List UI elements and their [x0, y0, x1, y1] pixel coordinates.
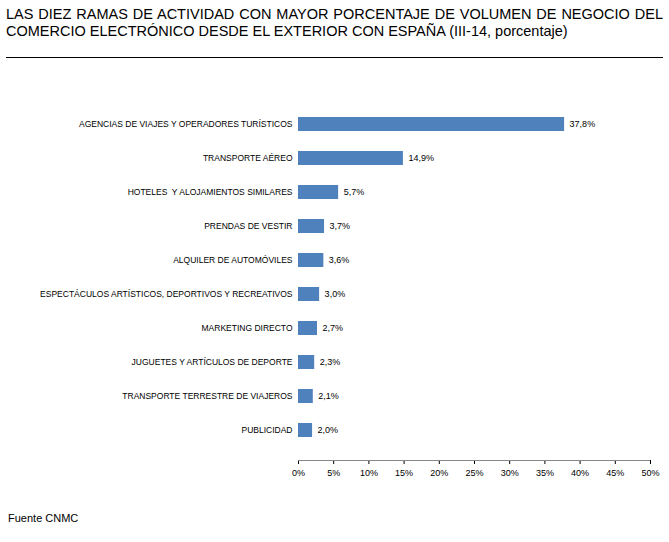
svg-text:0%: 0%	[292, 468, 305, 478]
svg-text:40%: 40%	[571, 468, 589, 478]
svg-text:MARKETING DIRECTO: MARKETING DIRECTO	[202, 323, 293, 333]
svg-text:2,1%: 2,1%	[318, 391, 339, 401]
svg-text:HOTELES Y ALOJAMIENTOS SIMILA: HOTELES Y ALOJAMIENTOS SIMILARES	[128, 187, 293, 197]
svg-text:35%: 35%	[536, 468, 554, 478]
svg-text:3,7%: 3,7%	[330, 221, 351, 231]
svg-text:10%: 10%	[360, 468, 378, 478]
svg-text:25%: 25%	[465, 468, 483, 478]
svg-text:PRENDAS DE VESTIR: PRENDAS DE VESTIR	[204, 221, 292, 231]
svg-text:20%: 20%	[430, 468, 448, 478]
svg-text:2,3%: 2,3%	[320, 357, 341, 367]
svg-text:45%: 45%	[606, 468, 624, 478]
svg-text:30%: 30%	[501, 468, 519, 478]
svg-text:5%: 5%	[327, 468, 340, 478]
svg-text:TRANSPORTE TERRESTRE DE VIAJER: TRANSPORTE TERRESTRE DE VIAJEROS	[122, 391, 293, 401]
svg-text:2,7%: 2,7%	[323, 323, 344, 333]
html-text:Fuente CNMC: Fuente CNMC	[8, 512, 79, 524]
html-text:LAS DIEZ RAMAS DE ACTIVIDAD CO: LAS DIEZ RAMAS DE ACTIVIDAD CON MAYOR PO…	[6, 6, 663, 39]
svg-text:AGENCIAS DE VIAJES Y OPERADORE: AGENCIAS DE VIAJES Y OPERADORES TURÍSTIC…	[79, 119, 293, 129]
svg-text:14,9%: 14,9%	[408, 153, 434, 163]
svg-text:15%: 15%	[395, 468, 413, 478]
svg-text:5,7%: 5,7%	[344, 187, 365, 197]
svg-text:ESPECTÁCULOS ARTÍSTICOS, DEPOR: ESPECTÁCULOS ARTÍSTICOS, DEPORTIVOS Y RE…	[40, 289, 293, 299]
svg-text:ALQUILER DE AUTOMÓVILES: ALQUILER DE AUTOMÓVILES	[173, 255, 293, 265]
svg-text:TRANSPORTE AÉREO: TRANSPORTE AÉREO	[203, 153, 293, 163]
svg-text:3,6%: 3,6%	[329, 255, 350, 265]
svg-text:JUGUETES Y ARTÍCULOS DE DEPORT: JUGUETES Y ARTÍCULOS DE DEPORTE	[132, 357, 293, 367]
svg-text:37,8%: 37,8%	[570, 119, 596, 129]
svg-text:50%: 50%	[641, 468, 659, 478]
svg-text:2,0%: 2,0%	[318, 425, 339, 435]
svg-text:3,0%: 3,0%	[325, 289, 346, 299]
svg-text:PUBLICIDAD: PUBLICIDAD	[241, 425, 292, 435]
